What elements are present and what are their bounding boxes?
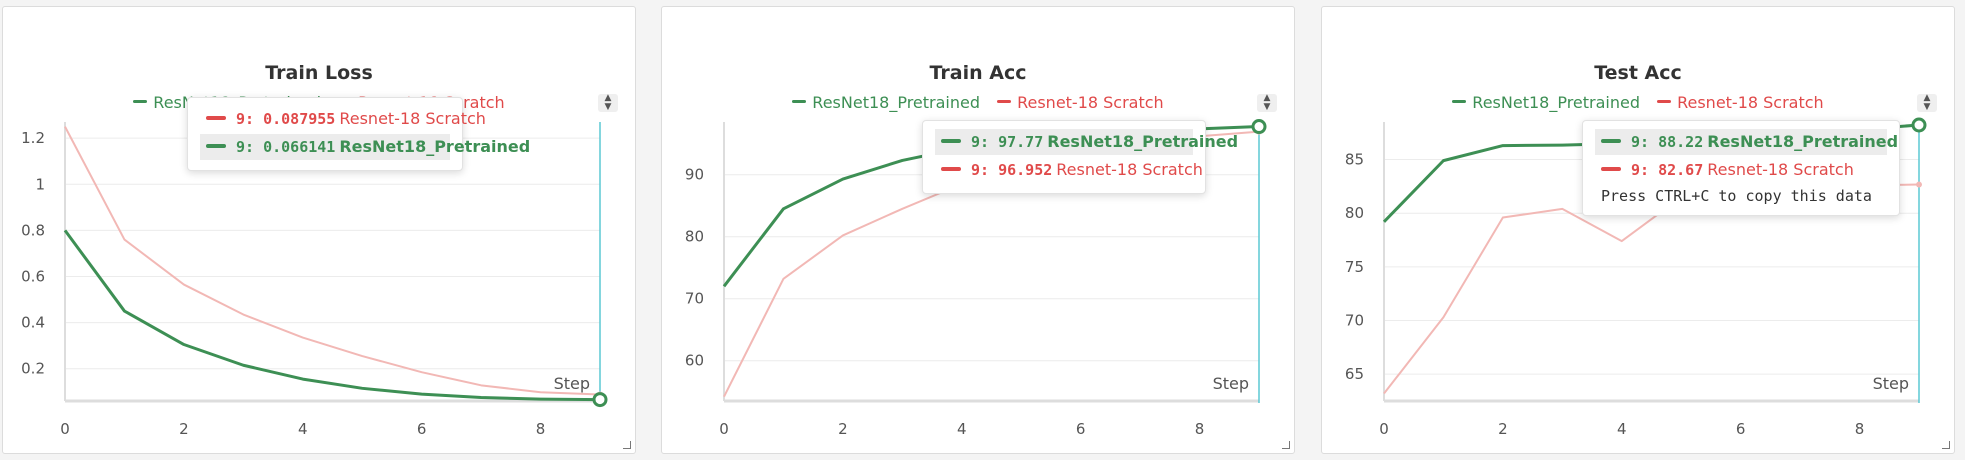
tooltip-swatch [941,138,961,143]
tooltip-value: 9: 82.67 [1631,161,1704,179]
series-line-pretrained [63,229,601,402]
tooltip-series-name: ResNet18_Pretrained [1707,132,1899,151]
tooltip-row: 9: 82.67 Resnet-18 Scratch [1595,157,1887,183]
x-tick-label: 8 [1195,420,1205,438]
resize-handle-icon[interactable] [1282,441,1290,449]
hover-marker-pretrained [1911,117,1927,133]
y-tick-label: 0.2 [21,360,45,378]
y-tick-label: 0.4 [21,314,45,332]
legend-label: Resnet-18 Scratch [1017,93,1164,112]
legend-swatch [1452,100,1467,103]
y-tick-label: 1 [35,175,45,193]
tooltip-swatch [206,143,226,148]
tooltip-series-name: Resnet-18 Scratch [1056,160,1203,179]
line-chart: 0.2 0.4 0.6 0.8 1 1.2 0 2 4 6 8 Step [21,122,608,438]
tooltip-row: 9: 0.066141 ResNet18_Pretrained [200,134,530,160]
chart-panel-train-acc: Train Acc ResNet18_Pretrained Resnet-18 … [661,6,1295,454]
hover-marker-pretrained [1251,119,1267,135]
y-tick-label: 80 [1345,204,1364,222]
x-tick-label: 0 [60,420,70,438]
legend-swatch [997,100,1012,103]
tooltip-series-name: ResNet18_Pretrained [339,137,531,156]
legend-label: ResNet18_Pretrained [812,93,980,112]
y-tick-label: 65 [1345,365,1364,383]
tooltip-swatch [1601,138,1621,143]
hover-marker-pretrained [592,392,608,408]
y-tick-label: 60 [685,352,704,370]
legend-label: ResNet18_Pretrained [1472,93,1640,112]
y-tick-label: 70 [1345,312,1364,330]
legend-swatch [792,100,807,103]
legend-item-scratch[interactable]: Resnet-18 Scratch [1657,93,1824,112]
data-tooltip: 9: 97.77 ResNet18_Pretrained 9: 96.952 Resn… [922,120,1238,194]
sort-icon[interactable]: ▲ ▼ [598,94,618,112]
chart-title: Test Acc [1594,62,1682,84]
resize-handle-icon[interactable] [1942,441,1950,449]
legend-label: Resnet-18 Scratch [1677,93,1824,112]
tooltip-value: 9: 0.087955 [236,110,336,128]
x-tick-label: 4 [1617,420,1627,438]
y-tick-label: 75 [1345,258,1364,276]
tooltip-value: 9: 88.22 [1631,133,1704,151]
sort-icon[interactable]: ▲ ▼ [1917,94,1937,112]
tooltip-value: 9: 0.066141 [236,138,336,156]
legend-swatch [133,100,148,103]
x-tick-label: 6 [417,420,427,438]
x-axis-label: Step [554,374,590,393]
data-tooltip: 9: 0.087955 Resnet-18 Scratch 9: 0.066141 R… [187,97,530,171]
legend-item-scratch[interactable]: Resnet-18 Scratch [997,93,1164,112]
tooltip-row: 9: 96.952 Resnet-18 Scratch [935,157,1203,183]
tooltip-swatch [941,166,961,171]
x-axis-label: Step [1873,374,1909,393]
line-chart: 60 70 80 90 0 2 4 6 8 Step [685,119,1267,438]
tooltip-swatch [206,115,226,120]
chart-title: Train Acc [929,62,1027,84]
chart-panel-train-loss: Train Loss ResNet18_Pretrained Resnet-18… [2,6,636,454]
x-tick-label: 2 [838,420,848,438]
x-axis-label: Step [1213,374,1249,393]
tooltip-row: 9: 0.087955 Resnet-18 Scratch [200,106,486,132]
x-tick-label: 0 [719,420,729,438]
tooltip-swatch [1601,166,1621,171]
y-tick-label: 1.2 [21,129,45,147]
x-tick-label: 0 [1379,420,1389,438]
tooltip-series-name: Resnet-18 Scratch [1707,160,1854,179]
data-tooltip: 9: 88.22 ResNet18_Pretrained 9: 82.67 Resne… [1582,120,1900,216]
y-tick-label: 85 [1345,151,1364,169]
chart-title: Train Loss [265,62,373,84]
x-tick-label: 8 [536,420,546,438]
series-line-scratch [64,126,601,396]
chart-legend: ResNet18_Pretrained Resnet-18 Scratch [662,93,1294,112]
sort-icon[interactable]: ▲ ▼ [1257,94,1277,112]
line-chart: 65 70 75 80 85 0 2 4 6 8 Step [1345,117,1927,438]
chart-panel-test-acc: Test Acc ResNet18_Pretrained Resnet-18 S… [1321,6,1955,454]
chart-legend: ResNet18_Pretrained Resnet-18 Scratch [1322,93,1954,112]
tooltip-copy-hint: Press CTRL+C to copy this data [1601,187,1872,205]
resize-handle-icon[interactable] [623,441,631,449]
x-tick-label: 4 [298,420,308,438]
x-tick-label: 4 [957,420,967,438]
x-tick-label: 6 [1736,420,1746,438]
tooltip-row: 9: 97.77 ResNet18_Pretrained [935,129,1238,155]
legend-swatch [1657,100,1672,103]
tooltip-row: 9: 88.22 ResNet18_Pretrained [1595,129,1898,155]
hover-marker-scratch [1916,181,1922,188]
legend-item-pretrained[interactable]: ResNet18_Pretrained [1452,93,1640,112]
tooltip-series-name: Resnet-18 Scratch [339,109,486,128]
x-tick-label: 6 [1076,420,1086,438]
x-tick-label: 2 [179,420,189,438]
tooltip-value: 9: 96.952 [971,161,1053,179]
x-tick-label: 2 [1498,420,1508,438]
tooltip-series-name: ResNet18_Pretrained [1047,132,1239,151]
y-tick-label: 0.8 [21,221,45,239]
legend-item-pretrained[interactable]: ResNet18_Pretrained [792,93,980,112]
x-tick-label: 8 [1855,420,1865,438]
y-tick-label: 0.6 [21,267,45,285]
tooltip-value: 9: 97.77 [971,133,1044,151]
y-tick-label: 90 [685,166,704,184]
y-tick-label: 70 [685,290,704,308]
y-tick-label: 80 [685,228,704,246]
